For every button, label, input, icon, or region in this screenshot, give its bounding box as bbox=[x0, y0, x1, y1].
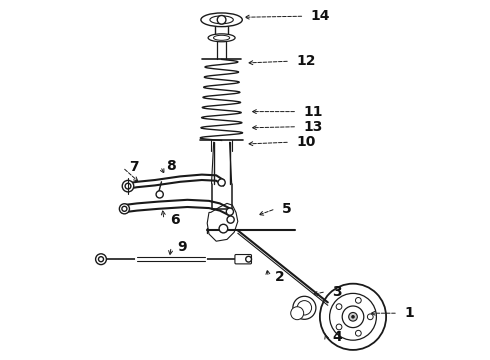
Circle shape bbox=[351, 315, 355, 319]
Circle shape bbox=[291, 307, 304, 320]
Text: 3: 3 bbox=[332, 285, 342, 298]
Text: 9: 9 bbox=[177, 240, 187, 253]
Circle shape bbox=[156, 191, 163, 198]
Circle shape bbox=[217, 15, 226, 24]
Ellipse shape bbox=[210, 16, 233, 24]
Ellipse shape bbox=[214, 35, 230, 40]
Text: 11: 11 bbox=[303, 105, 323, 118]
Circle shape bbox=[96, 254, 106, 265]
Circle shape bbox=[297, 301, 312, 315]
Circle shape bbox=[125, 183, 131, 189]
Text: 5: 5 bbox=[282, 202, 292, 216]
Text: 1: 1 bbox=[404, 306, 414, 320]
Circle shape bbox=[227, 216, 234, 223]
Circle shape bbox=[219, 224, 228, 233]
Circle shape bbox=[330, 293, 376, 340]
Text: 13: 13 bbox=[303, 120, 323, 134]
Circle shape bbox=[355, 330, 361, 336]
Circle shape bbox=[122, 206, 127, 211]
Polygon shape bbox=[207, 203, 238, 241]
Text: 4: 4 bbox=[332, 330, 342, 343]
Circle shape bbox=[349, 312, 357, 321]
Ellipse shape bbox=[201, 13, 242, 27]
Circle shape bbox=[336, 304, 342, 310]
Circle shape bbox=[320, 284, 386, 350]
Ellipse shape bbox=[208, 34, 235, 42]
Circle shape bbox=[218, 179, 225, 186]
Circle shape bbox=[245, 256, 251, 262]
Text: 2: 2 bbox=[274, 270, 284, 284]
Circle shape bbox=[355, 297, 361, 303]
Circle shape bbox=[336, 324, 342, 330]
FancyBboxPatch shape bbox=[235, 255, 251, 264]
Text: 10: 10 bbox=[296, 135, 316, 149]
Text: 7: 7 bbox=[129, 161, 138, 174]
Circle shape bbox=[98, 257, 103, 262]
Text: 6: 6 bbox=[170, 213, 180, 226]
Circle shape bbox=[293, 296, 316, 319]
Circle shape bbox=[120, 204, 129, 214]
Circle shape bbox=[226, 208, 233, 215]
Circle shape bbox=[342, 306, 364, 328]
Circle shape bbox=[368, 314, 373, 320]
Text: 12: 12 bbox=[296, 54, 316, 68]
Circle shape bbox=[122, 180, 134, 192]
Text: 14: 14 bbox=[311, 9, 330, 23]
Text: 8: 8 bbox=[167, 159, 176, 173]
